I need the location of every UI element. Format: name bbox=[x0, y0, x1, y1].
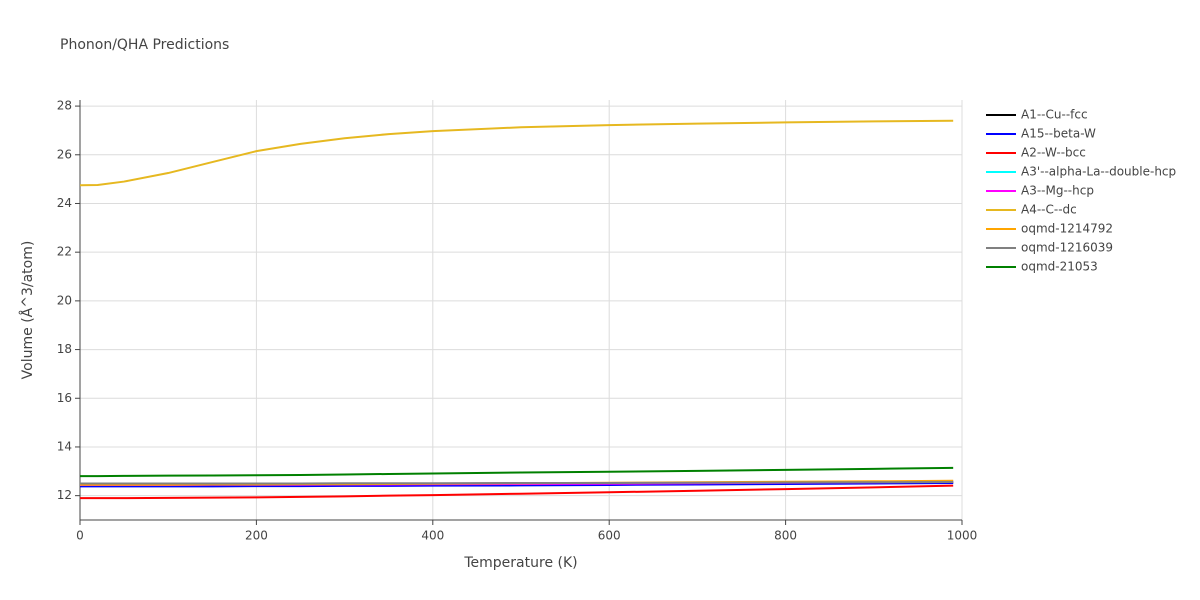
legend-label: A15--beta-W bbox=[1021, 127, 1096, 141]
x-tick-label: 400 bbox=[421, 529, 444, 543]
series-line bbox=[80, 481, 954, 485]
y-tick-label: 22 bbox=[57, 245, 72, 259]
x-axis-title: Temperature (K) bbox=[463, 555, 577, 571]
chart-title: Phonon/QHA Predictions bbox=[60, 37, 229, 53]
legend-label: A3--Mg--hcp bbox=[1021, 184, 1094, 198]
y-tick-label: 26 bbox=[57, 147, 72, 161]
y-tick-label: 20 bbox=[57, 293, 72, 307]
y-tick-label: 24 bbox=[57, 196, 72, 210]
y-tick-label: 28 bbox=[57, 99, 72, 113]
legend-label: A1--Cu--fcc bbox=[1021, 108, 1088, 122]
series-line bbox=[80, 466, 954, 478]
legend-label: A2--W--bcc bbox=[1021, 146, 1086, 160]
series-line bbox=[80, 484, 954, 500]
series-line bbox=[79, 119, 954, 187]
x-tick-label: 200 bbox=[245, 529, 268, 543]
series-line bbox=[80, 481, 954, 488]
legend-label: A4--C--dc bbox=[1021, 203, 1077, 217]
legend-label: oqmd-1214792 bbox=[1021, 222, 1113, 236]
legend-label: A3'--alpha-La--double-hcp bbox=[1021, 165, 1176, 179]
y-tick-label: 18 bbox=[57, 342, 72, 356]
y-tick-label: 12 bbox=[57, 488, 72, 502]
y-axis-title: Volume (Å^3/atom) bbox=[19, 241, 36, 380]
x-tick-label: 800 bbox=[774, 529, 797, 543]
y-tick-label: 16 bbox=[57, 391, 72, 405]
x-tick-label: 600 bbox=[598, 529, 621, 543]
y-tick-label: 14 bbox=[57, 439, 72, 453]
x-tick-label: 0 bbox=[76, 529, 84, 543]
legend-label: oqmd-21053 bbox=[1021, 260, 1098, 274]
x-tick-label: 1000 bbox=[947, 529, 978, 543]
legend-label: oqmd-1216039 bbox=[1021, 241, 1113, 255]
